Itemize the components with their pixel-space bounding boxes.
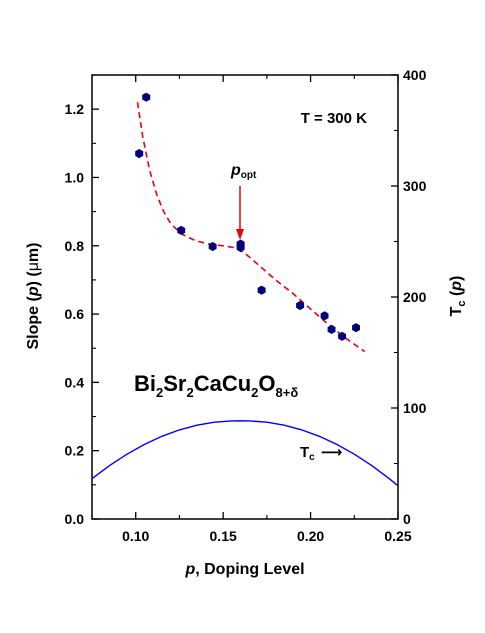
y-right-tick-label: 400: [403, 67, 427, 83]
p-opt-arrow: [236, 186, 244, 240]
y-left-sym: μ: [25, 262, 42, 271]
y-right-sub: c: [456, 300, 468, 306]
y-right-pre: T: [448, 306, 465, 316]
tc-label-t: T: [300, 444, 309, 461]
markers-layer: [135, 92, 360, 341]
formula-sub-3: 2: [251, 385, 258, 400]
tc-curve-line: [91, 420, 399, 487]
data-point: [177, 225, 186, 235]
y-left-tick-label: 0.0: [65, 511, 85, 527]
p-opt-var: p: [230, 162, 241, 179]
y-left-tick-label: 1.2: [65, 101, 85, 117]
x-tick-label: 0.10: [122, 528, 149, 544]
formula-sub-2: 2: [186, 385, 193, 400]
data-point: [208, 241, 217, 252]
formula-o: O: [258, 371, 275, 396]
y-left-tick-label: 1.0: [65, 169, 85, 185]
p-opt-arrow-head: [236, 229, 244, 240]
formula-sub-1: 2: [156, 385, 163, 400]
ticks: 0.10 0.15 0.20 0.25 0.0 0.2 0.4 0.6 0.8 1.0 1.2 0 10…: [65, 67, 427, 544]
formula-sub-4: 8+δ: [276, 385, 299, 400]
x-axis-title-var: p: [184, 561, 195, 578]
data-point: [142, 92, 151, 102]
formula-bi: Bi: [134, 371, 156, 396]
tc-curve-label: Tc ⟶: [300, 444, 342, 463]
y-left-var: p: [25, 286, 42, 297]
data-point: [327, 324, 336, 334]
formula-label: Bi2Sr2CaCu2O8+δ: [134, 371, 298, 400]
y-left-tick-label: 0.2: [65, 443, 85, 459]
y-left-tick-label: 0.8: [65, 238, 85, 254]
formula-cacu: CaCu: [194, 371, 251, 396]
plot-area: 0.10 0.15 0.20 0.25 0.0 0.2 0.4 0.6 0.8 1.0 1.2 0 10…: [65, 67, 427, 544]
y-left-post: m): [25, 242, 42, 262]
x-tick-label: 0.20: [297, 528, 324, 544]
data-point: [257, 285, 266, 295]
fit-dashed-line: [136, 102, 366, 353]
tc-label-arrow: ⟶: [321, 444, 343, 461]
x-axis-title-text: , Doping Level: [195, 561, 304, 578]
formula-sr: Sr: [163, 371, 187, 396]
temperature-annotation: T = 300 K: [301, 110, 367, 127]
data-point: [320, 311, 329, 321]
y-right-post: ): [448, 276, 465, 281]
y-right-var: p: [448, 281, 465, 292]
data-point: [296, 300, 305, 311]
y-right-tick-label: 300: [403, 178, 427, 194]
y-axis-right-title: Tc (p): [448, 276, 468, 317]
x-axis-title: p, Doping Level: [184, 561, 304, 578]
data-point: [338, 331, 346, 341]
y-axis-left-title: Slope (p) (μm): [25, 242, 42, 349]
y-left-mid: ) (: [25, 271, 42, 287]
y-right-tick-label: 0: [403, 511, 411, 527]
y-right-mid: (: [448, 290, 465, 300]
y-left-tick-label: 0.4: [65, 374, 85, 390]
y-left-tick-label: 0.6: [65, 306, 85, 322]
p-opt-label: popt: [230, 162, 257, 181]
p-opt-sub: opt: [241, 170, 257, 181]
x-tick-label: 0.25: [384, 528, 411, 544]
series-layer: [91, 102, 399, 487]
y-right-tick-label: 200: [403, 289, 427, 305]
data-point: [236, 242, 245, 253]
x-tick-label: 0.15: [210, 528, 237, 544]
y-left-pre: Slope (: [25, 296, 42, 350]
data-point: [135, 149, 144, 159]
tc-label-sub: c: [309, 452, 315, 463]
data-point: [352, 323, 360, 333]
y-right-tick-label: 100: [403, 400, 427, 416]
